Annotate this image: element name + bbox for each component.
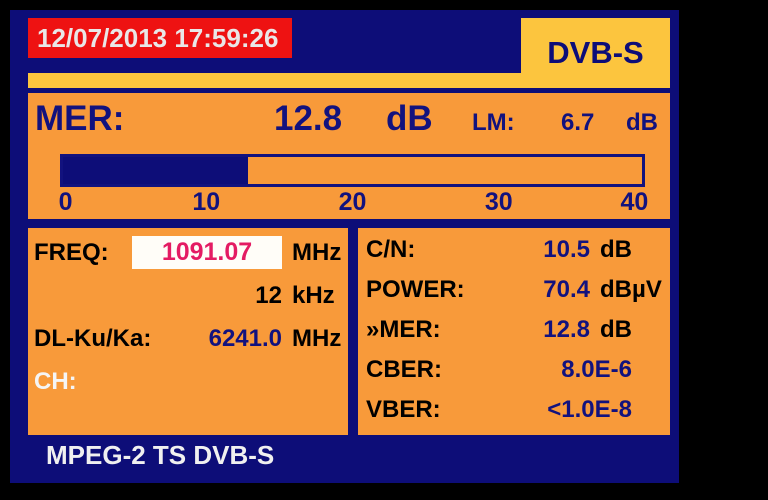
main-panel: 12/07/2013 17:59:26 DVB-S MER: 12.8 dB L… — [10, 10, 679, 483]
frequency-input[interactable]: 1091.07 — [132, 236, 282, 269]
cber-row: CBER: 8.0E-6 — [366, 350, 662, 390]
mer-value: 12.8 — [274, 99, 343, 138]
downlink-label: DL-Ku/Ka: — [34, 324, 152, 352]
mer-section: MER: 12.8 dB LM: 6.7 dB 0 10 20 30 40 — [28, 93, 670, 219]
channel-label: CH: — [34, 367, 77, 395]
mer-row-value: 12.8 — [543, 316, 590, 343]
power-value: 70.4 — [543, 276, 590, 303]
vber-value: <1.0E-8 — [547, 396, 632, 423]
frequency-label: FREQ: — [34, 238, 109, 266]
step-row: 12 kHz — [34, 274, 342, 317]
cn-unit: dB — [600, 236, 632, 263]
channel-row: CH: — [34, 360, 342, 403]
cn-label: C/N: — [366, 236, 416, 263]
vber-row: VBER: <1.0E-8 — [366, 390, 662, 430]
mer-bar-gauge — [60, 154, 645, 187]
frequency-value-cell: 1091.07 — [109, 236, 282, 269]
scale-tick-0: 0 — [58, 188, 73, 216]
mer-bar-fill — [63, 157, 249, 184]
scale-tick-10: 10 — [192, 188, 221, 216]
datetime-text: 12/07/2013 17:59:26 — [37, 22, 279, 53]
mer-readout-row: MER: 12.8 dB LM: 6.7 dB — [28, 97, 670, 141]
scale-tick-40: 40 — [620, 188, 649, 216]
cber-label: CBER: — [366, 356, 442, 383]
mode-tab[interactable]: DVB-S — [521, 18, 670, 88]
mer-selected-row[interactable]: »MER: 12.8 dB — [366, 310, 662, 350]
header-divider-strip — [28, 73, 670, 88]
cn-value: 10.5 — [543, 236, 590, 263]
link-margin-value: 6.7 — [561, 109, 595, 136]
mode-label: DVB-S — [547, 35, 644, 70]
link-margin-label: LM: — [472, 109, 515, 136]
tuning-section: FREQ: 1091.07 MHz 12 kHz DL-Ku/Ka: 6241.… — [28, 228, 348, 435]
downlink-unit: MHz — [292, 324, 342, 352]
power-unit: dBµV — [600, 276, 662, 303]
cn-row: C/N: 10.5 dB — [366, 230, 662, 270]
mer-row-label: »MER: — [366, 316, 441, 343]
scale-tick-20: 20 — [338, 188, 367, 216]
measurements-section: C/N: 10.5 dB POWER: 70.4 dBµV »MER: 12.8… — [358, 228, 670, 435]
power-row: POWER: 70.4 dBµV — [366, 270, 662, 310]
cber-value: 8.0E-6 — [561, 356, 632, 383]
downlink-row: DL-Ku/Ka: 6241.0 MHz — [34, 317, 342, 360]
stream-status-text: MPEG-2 TS DVB-S — [46, 440, 275, 470]
link-margin-unit: dB — [626, 109, 658, 136]
mer-label: MER: — [35, 99, 125, 138]
power-label: POWER: — [366, 276, 465, 303]
frequency-row: FREQ: 1091.07 MHz — [34, 231, 342, 274]
mer-row-unit: dB — [600, 316, 632, 343]
frequency-unit: MHz — [292, 238, 342, 266]
datetime-box: 12/07/2013 17:59:26 — [28, 18, 292, 58]
step-value: 12 — [255, 281, 282, 309]
downlink-value: 6241.0 — [208, 324, 282, 352]
scale-tick-30: 30 — [484, 188, 513, 216]
mer-unit: dB — [386, 99, 433, 138]
vber-label: VBER: — [366, 396, 441, 423]
step-unit: kHz — [292, 281, 335, 309]
mer-scale: 0 10 20 30 40 — [58, 188, 649, 218]
